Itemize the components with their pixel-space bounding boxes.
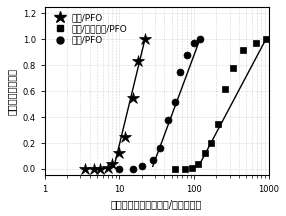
Legend: 石英/PFO, 玻璃/氧化铟锡/PFO, 玻璃/PFO: 石英/PFO, 玻璃/氧化铟锡/PFO, 玻璃/PFO (49, 11, 130, 47)
Y-axis label: 归一化的输出强度: 归一化的输出强度 (7, 68, 17, 115)
X-axis label: 泵浦能量强度（微焦耳/平方厘米）: 泵浦能量强度（微焦耳/平方厘米） (111, 199, 202, 209)
